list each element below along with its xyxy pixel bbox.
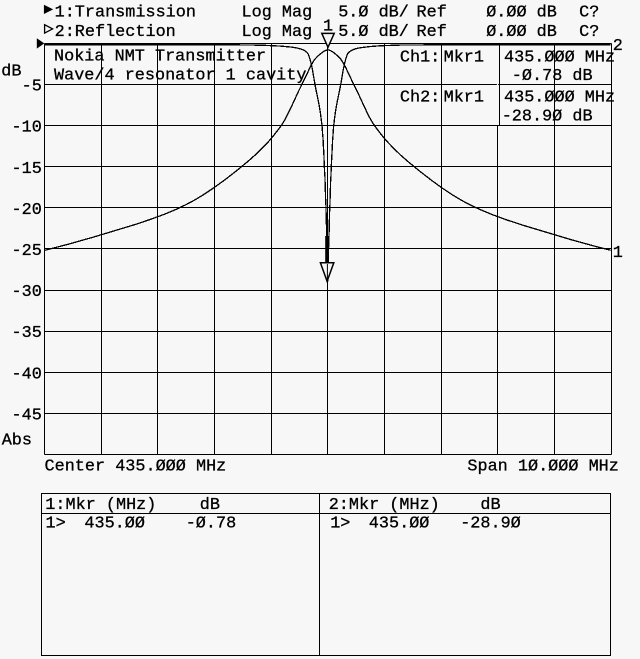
svg-text:-Ø.78: -Ø.78	[186, 515, 237, 534]
svg-text:435.ØØ: 435.ØØ	[369, 515, 430, 534]
svg-text:1: 1	[613, 244, 623, 263]
svg-text:435.ØØØ MHz: 435.ØØØ MHz	[504, 48, 615, 67]
svg-text:2:Mkr (MHz): 2:Mkr (MHz)	[329, 496, 440, 515]
svg-text:Ø.ØØ dB: Ø.ØØ dB	[486, 3, 557, 22]
svg-text:Span 1Ø.ØØØ MHz: Span 1Ø.ØØØ MHz	[467, 458, 618, 477]
svg-text:-10: -10	[12, 119, 42, 138]
svg-text:Nokia NMT Transmitter: Nokia NMT Transmitter	[54, 48, 266, 67]
svg-text:Abs: Abs	[2, 431, 32, 450]
svg-text:Log Mag: Log Mag	[242, 3, 313, 22]
svg-text:Ref: Ref	[417, 23, 447, 42]
svg-text:-45: -45	[12, 406, 42, 425]
svg-text:Log Mag: Log Mag	[242, 23, 313, 42]
svg-text:-40: -40	[12, 365, 42, 384]
svg-text:-15: -15	[12, 160, 42, 179]
svg-text:435.ØØ: 435.ØØ	[84, 515, 145, 534]
svg-text:1:Transmission: 1:Transmission	[55, 3, 196, 22]
svg-text:dB: dB	[480, 496, 500, 515]
svg-text:-20: -20	[12, 201, 42, 220]
svg-text:Wave/4 resonator 1 cavity: Wave/4 resonator 1 cavity	[54, 67, 306, 86]
svg-text:5.Ø dB/: 5.Ø dB/	[338, 3, 409, 22]
svg-text:-25: -25	[12, 242, 42, 261]
svg-text:-35: -35	[12, 324, 42, 343]
svg-text:Mkr1: Mkr1	[444, 89, 484, 108]
svg-text:-28.9Ø: -28.9Ø	[460, 515, 521, 534]
svg-text:dB: dB	[200, 496, 220, 515]
svg-text:Ø.ØØ dB: Ø.ØØ dB	[486, 23, 557, 42]
svg-text:5.Ø dB/: 5.Ø dB/	[338, 23, 409, 42]
svg-text:C?: C?	[579, 23, 599, 42]
svg-text:1: 1	[323, 18, 333, 37]
svg-text:Mkr1: Mkr1	[444, 48, 484, 67]
svg-text:Ch1:: Ch1:	[400, 48, 440, 67]
svg-text:C?: C?	[579, 3, 599, 22]
svg-text:1:Mkr (MHz): 1:Mkr (MHz)	[45, 496, 156, 515]
svg-text:-Ø.78 dB: -Ø.78 dB	[512, 67, 593, 86]
svg-text:Ch2:: Ch2:	[400, 89, 440, 108]
svg-text:dB: dB	[1, 62, 21, 81]
svg-text:-30: -30	[12, 283, 42, 302]
svg-text:1>: 1>	[46, 515, 66, 534]
svg-text:Ref: Ref	[417, 3, 447, 22]
svg-text:Center 435.ØØØ MHz: Center 435.ØØØ MHz	[45, 458, 227, 477]
svg-text:2:Reflection: 2:Reflection	[55, 23, 176, 42]
svg-text:435.ØØØ MHz: 435.ØØØ MHz	[504, 89, 615, 108]
svg-text:1>: 1>	[330, 515, 350, 534]
svg-text:2: 2	[613, 37, 623, 56]
svg-text:-28.9Ø dB: -28.9Ø dB	[502, 107, 593, 126]
svg-text:-5: -5	[22, 78, 42, 97]
